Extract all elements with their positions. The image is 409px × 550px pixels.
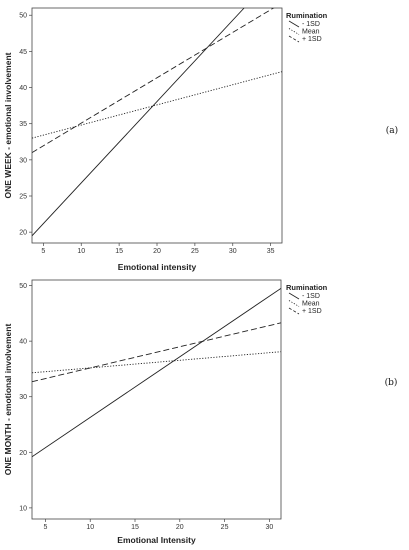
y-tick-label: 40 (19, 339, 27, 346)
legend-swatch (288, 307, 300, 315)
x-tick-label: 25 (221, 524, 229, 531)
chart-panel-2: 5 10 15 20 25 30 10 20 30 40 50 Emotional Intensity… (3, 279, 398, 545)
legend-swatch (288, 300, 300, 307)
y-tick-label: 50 (19, 13, 27, 20)
series-line-1 (32, 287, 281, 458)
x-tick-label: 5 (41, 248, 45, 255)
x-tick-label: 20 (176, 524, 184, 531)
y-axis-label: ONE MONTH - emotional involvement (3, 324, 13, 476)
series-line-3 (32, 8, 275, 154)
chart-panel-1: 5 10 15 20 25 30 35 20 25 30 35 40 45 50 Emotional int… (3, 7, 398, 272)
legend-title: Rumination (286, 11, 328, 20)
x-tick-label: 20 (153, 248, 161, 255)
legend-label: - 1SD (302, 293, 320, 300)
legend-label: + 1SD (302, 308, 322, 315)
panel-label: (a) (386, 125, 398, 136)
y-tick-label: 25 (19, 194, 27, 201)
y-tick-label: 45 (19, 49, 27, 56)
legend-swatch (288, 35, 300, 43)
legend-swatch (288, 28, 300, 35)
y-tick-label: 40 (19, 85, 27, 92)
x-tick-label: 10 (86, 524, 94, 531)
x-tick-label: 30 (229, 248, 237, 255)
x-axis-label: Emotional intensity (118, 262, 197, 272)
x-axis-label: Emotional Intensity (117, 535, 196, 545)
y-tick-label: 35 (19, 121, 27, 128)
series-line-2 (32, 71, 282, 139)
series-line-2 (32, 351, 281, 374)
y-tick-label: 50 (19, 283, 27, 290)
legend-label: + 1SD (302, 36, 322, 43)
legend-swatch (288, 292, 300, 300)
legend-title: Rumination (286, 283, 328, 292)
y-tick-label: 30 (19, 157, 27, 164)
x-tick-label: 15 (115, 248, 123, 255)
y-tick-label: 20 (19, 450, 27, 457)
legend-label: - 1SD (302, 21, 320, 28)
series-line-3 (32, 322, 281, 383)
x-tick-label: 35 (267, 248, 275, 255)
x-tick-label: 15 (131, 524, 139, 531)
plot-frame (31, 7, 283, 244)
legend-label: Mean (302, 29, 320, 36)
x-tick-label: 30 (265, 524, 273, 531)
y-tick-label: 20 (19, 230, 27, 237)
plot-frame (31, 279, 282, 520)
series-line-1 (32, 8, 245, 237)
x-tick-label: 25 (191, 248, 199, 255)
panel-label: (b) (385, 377, 398, 388)
legend-label: Mean (302, 301, 320, 308)
x-tick-label: 10 (77, 248, 85, 255)
legend-swatch (288, 20, 300, 28)
y-tick-label: 10 (19, 505, 27, 512)
y-axis-label: ONE WEEK - emotional involvement (3, 52, 13, 198)
y-tick-label: 30 (19, 394, 27, 401)
x-tick-label: 5 (43, 524, 47, 531)
